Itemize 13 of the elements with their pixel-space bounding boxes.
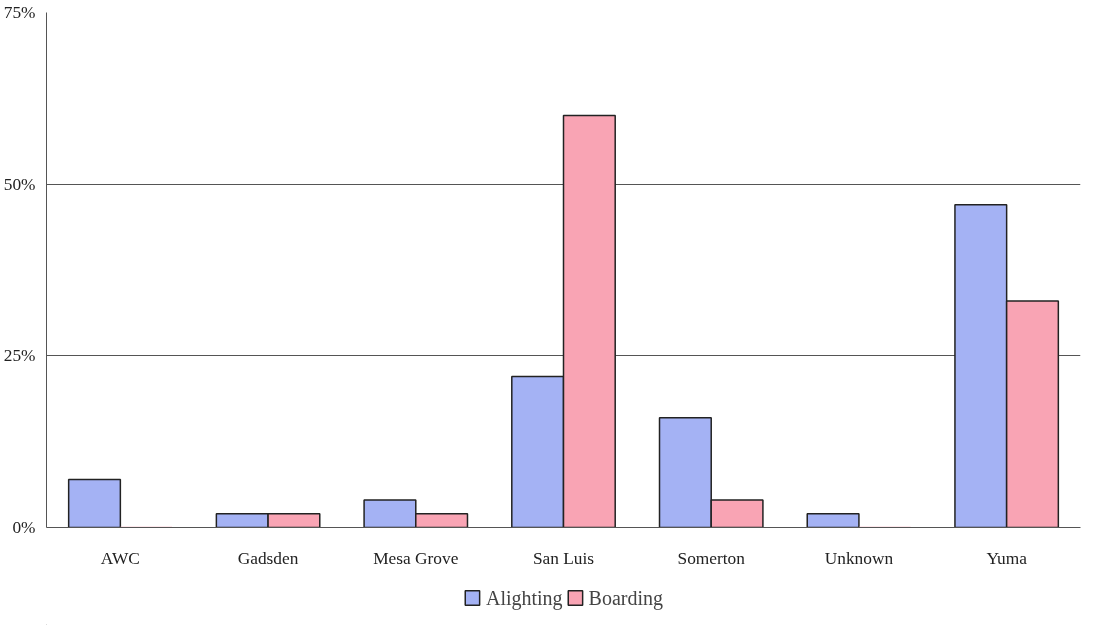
y-tick-label: 75%	[3, 3, 36, 22]
x-tick-label: Somerton	[677, 548, 746, 568]
x-tick-label: AWC	[100, 548, 140, 568]
x-tick-label: Yuma	[986, 548, 1028, 568]
legend-label: Alighting	[485, 586, 563, 609]
x-tick-label: Unknown	[824, 548, 894, 568]
legend-label: Boarding	[588, 586, 664, 609]
y-tick-label: 50%	[3, 174, 36, 194]
y-tick-label: 25%	[3, 346, 36, 366]
x-tick-label: San Luis	[532, 548, 595, 568]
x-tick-label: Gadsden	[237, 548, 299, 568]
y-tick-label: 0%	[12, 518, 36, 537]
x-tick-label: Mesa Grove	[373, 548, 459, 568]
